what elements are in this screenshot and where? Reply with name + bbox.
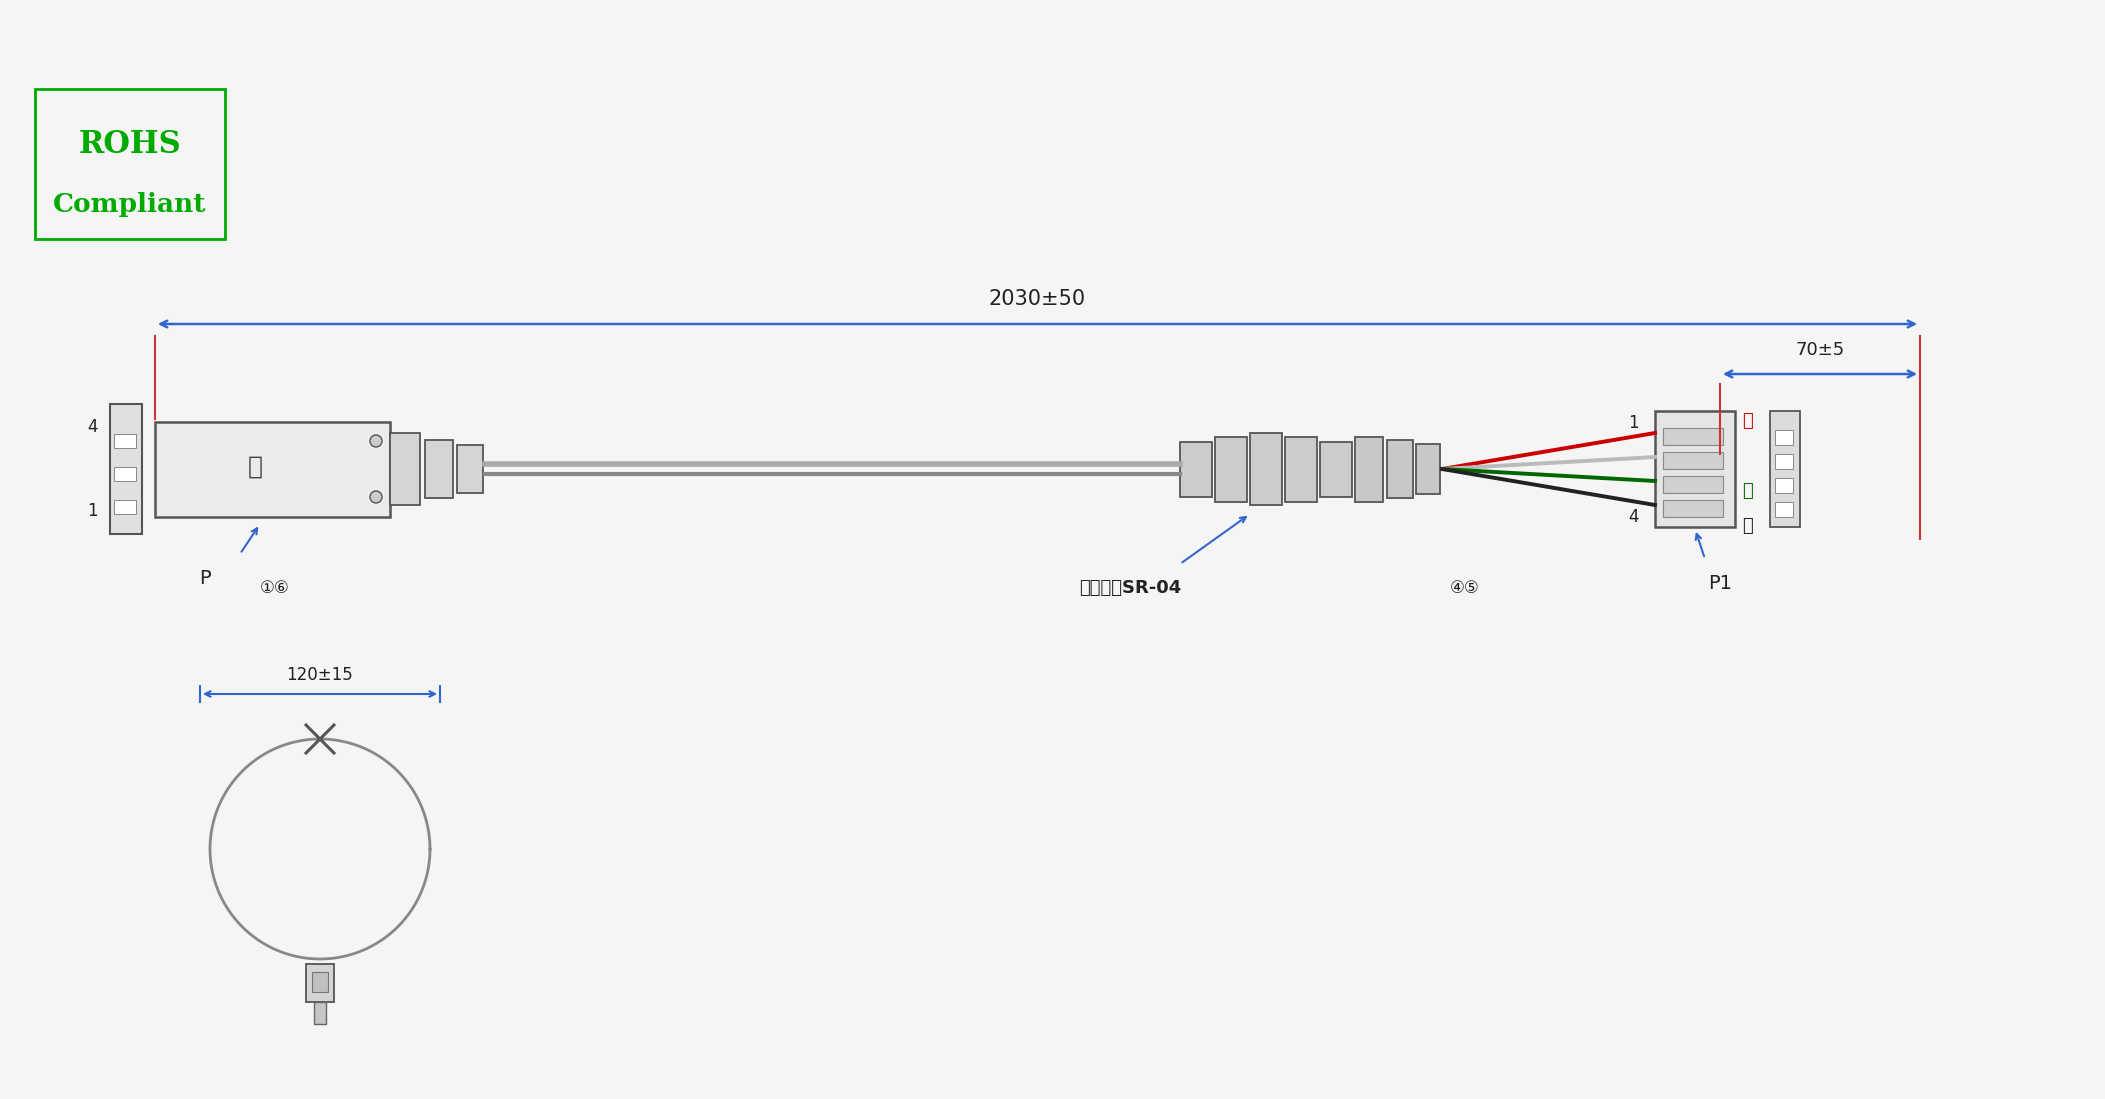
Text: P1: P1 xyxy=(1707,574,1732,593)
Text: 1: 1 xyxy=(1627,414,1638,432)
Bar xyxy=(314,1002,326,1024)
Bar xyxy=(1663,428,1724,445)
Text: 红: 红 xyxy=(1743,412,1753,430)
Text: P: P xyxy=(200,569,210,588)
Text: 4: 4 xyxy=(1627,508,1638,526)
Bar xyxy=(1775,478,1793,493)
Bar xyxy=(1417,444,1440,493)
Bar xyxy=(114,467,137,481)
Bar xyxy=(1181,442,1212,497)
Text: 绿: 绿 xyxy=(1743,482,1753,500)
Bar xyxy=(1663,452,1724,469)
Text: ④⑤: ④⑤ xyxy=(1450,579,1480,597)
Bar xyxy=(1655,411,1735,528)
Bar xyxy=(114,500,137,514)
Text: Compliant: Compliant xyxy=(53,191,206,217)
Text: 120±15: 120±15 xyxy=(286,666,354,684)
Bar xyxy=(425,440,453,498)
Bar xyxy=(1215,436,1246,501)
Bar xyxy=(457,445,482,493)
Text: 70±5: 70±5 xyxy=(1796,341,1844,359)
Text: 2030±50: 2030±50 xyxy=(989,289,1086,309)
Bar xyxy=(114,434,137,448)
Bar xyxy=(109,404,141,534)
Bar xyxy=(1284,436,1318,501)
Text: 黑: 黑 xyxy=(1743,517,1753,535)
Text: 模具号：SR-04: 模具号：SR-04 xyxy=(1080,579,1181,597)
Text: ⭠: ⭠ xyxy=(248,455,263,479)
Text: ROHS: ROHS xyxy=(78,129,181,159)
Text: ①⑥: ①⑥ xyxy=(261,579,290,597)
Bar xyxy=(305,964,335,1002)
Bar xyxy=(1356,436,1383,501)
Bar xyxy=(156,422,389,517)
Bar xyxy=(1320,442,1351,497)
Bar xyxy=(1250,433,1282,506)
Bar xyxy=(1775,430,1793,445)
Bar xyxy=(1770,411,1800,528)
Bar xyxy=(1387,440,1412,498)
Circle shape xyxy=(370,435,381,447)
Circle shape xyxy=(370,491,381,503)
Text: 4: 4 xyxy=(86,418,97,436)
Bar xyxy=(1663,476,1724,493)
Bar xyxy=(389,433,421,506)
Bar xyxy=(1663,500,1724,517)
Text: 1: 1 xyxy=(86,502,97,520)
Bar xyxy=(312,972,328,992)
Bar xyxy=(36,89,225,238)
Bar xyxy=(1775,454,1793,469)
Bar xyxy=(1775,502,1793,517)
